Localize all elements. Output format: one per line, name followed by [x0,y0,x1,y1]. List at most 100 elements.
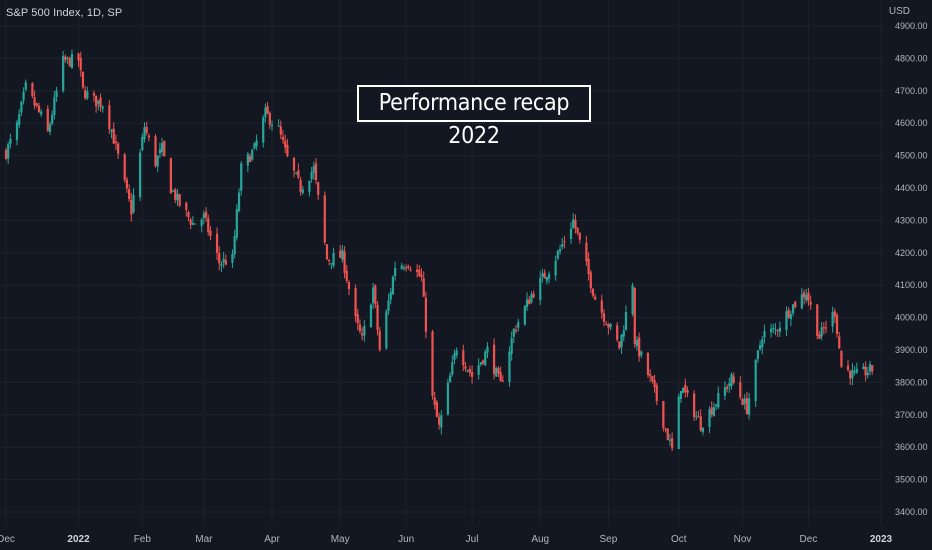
candle-body [347,282,351,289]
candle-body [591,288,595,296]
candle-body [761,339,764,348]
candle-body [816,304,819,336]
candle-body [204,211,208,218]
candle-body [46,108,49,131]
candle-body [862,366,865,370]
candle-body [739,382,742,398]
candle-body [695,415,698,417]
candle-body [312,165,315,173]
candle-body [818,334,821,339]
x-tick-label: May [331,534,350,545]
candle-body [668,439,672,441]
candle-body [281,136,285,141]
candle-body [769,328,773,333]
candle-body [622,330,625,337]
candle-body [237,192,241,211]
candle-body [117,143,120,154]
candle-body [354,287,357,317]
candle-body [717,393,720,408]
candle-body [374,285,377,305]
candle-body [440,415,443,428]
x-tick-label: Jul [466,534,479,545]
candle-body [723,387,727,396]
y-tick-label: 3500.00 [895,475,928,485]
candle-body [169,158,172,194]
candle-body [849,370,852,379]
candle-body [772,328,775,330]
price-axis[interactable]: 3400.00 3500.00 3600.00 3700.00 3800.00 3900.… [895,21,928,517]
candle-body [728,383,731,387]
candle-body [743,398,746,404]
candle-body [824,327,828,329]
candle-body [453,353,456,360]
candle-body [323,195,326,243]
candle-body [805,294,808,301]
candle-body [328,260,331,262]
x-tick-label: 2022 [67,534,90,545]
candle-body [361,333,364,336]
x-tick-label: Mar [195,534,213,545]
candle-body [666,428,669,441]
candle-body [286,144,289,156]
candle-body [820,327,823,337]
candle-body [270,124,274,127]
y-tick-label: 4700.00 [895,86,928,96]
candle-body [866,372,869,376]
candle-body [501,380,504,382]
candle-body [284,140,287,148]
candle-body [609,324,612,328]
x-tick-label: Dec [0,534,15,545]
candle-body [407,266,410,268]
candle-body [477,365,480,375]
candle-body [297,170,300,178]
candle-body [9,138,12,144]
candle-body [655,385,658,402]
symbol-exchange: SP [107,7,123,19]
candle-body [202,213,205,219]
candle-body [295,172,298,174]
candle-body [446,382,450,415]
candle-body [66,57,69,59]
candle-body [292,157,296,171]
candle-body [486,346,489,353]
candle-body [400,265,403,269]
candle-body [732,376,735,383]
symbol-interval: 1D [86,7,102,19]
candle-body [325,244,329,260]
candle-body [431,331,434,396]
candle-body [84,90,87,99]
grid [0,0,883,525]
banner-text-box: Performance recap 2022 [357,85,591,149]
candle-body [215,233,219,254]
candle-body [512,329,515,337]
time-axis[interactable]: Dec 2022 Feb Mar Apr May Jun Jul Aug Sep Oct Nov Dec… [0,534,893,545]
candle-body [389,292,392,300]
candle-body [791,304,795,314]
candle-body [638,337,641,357]
candle-body [132,194,135,213]
candle-body [558,248,562,252]
candle-body [541,273,544,277]
candle-body [51,114,54,124]
candle-body [279,126,282,135]
candle-body [147,135,151,138]
candle-body [495,367,498,377]
candle-body [253,143,256,149]
candle-body [339,250,342,258]
candle-body [838,336,841,349]
candle-body [185,202,188,210]
symbol-legend[interactable]: S&P 500 Index, 1D, SP [6,7,123,19]
candle-body [143,127,146,139]
candle-body [682,387,685,393]
candle-body [418,269,421,277]
candle-body [37,105,41,112]
candle-body [547,273,551,279]
candle-body [517,322,520,328]
y-tick-label: 4200.00 [895,248,928,258]
candle-body [543,272,546,279]
candle-body [868,364,872,372]
candle-body [846,365,850,371]
candle-body [664,428,667,430]
candle-body [31,83,34,97]
